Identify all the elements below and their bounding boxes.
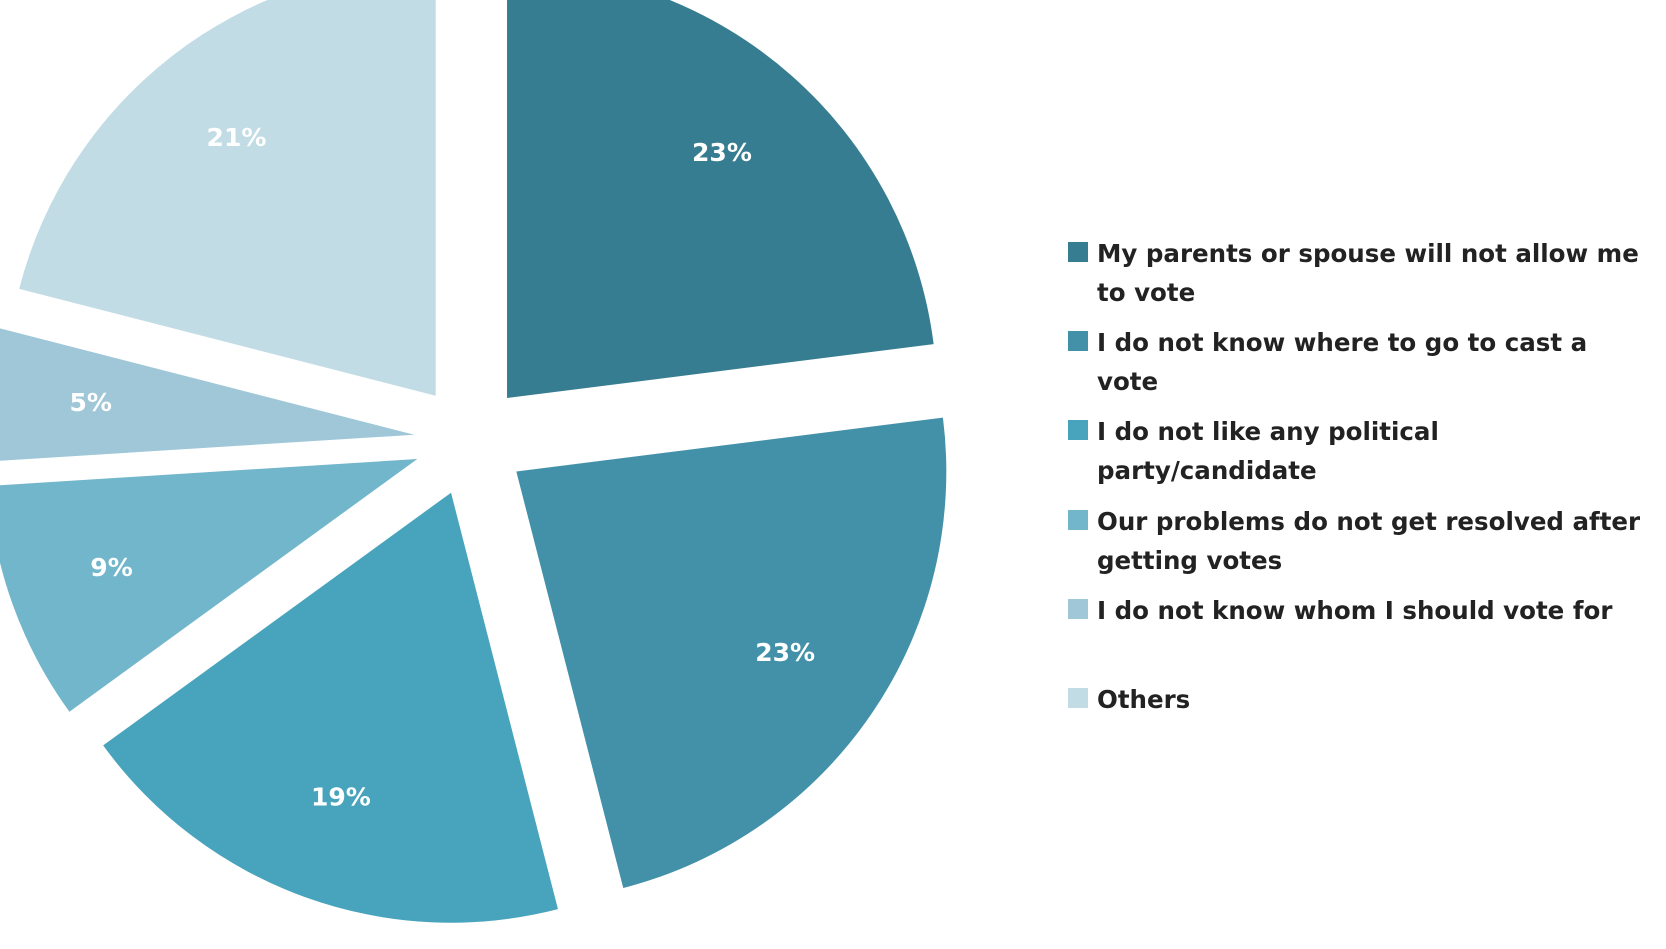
pie-slice [516,417,947,888]
slice-data-label: 19% [311,782,371,811]
legend-label: Others [1097,685,1191,714]
legend-swatch [1068,331,1088,351]
legend-item: Our problems do not get resolved after g… [1068,502,1658,580]
legend-item: I do not know where to go to cast a vote [1068,323,1658,401]
legend-item: My parents or spouse will not allow me t… [1068,234,1658,312]
legend-item: I do not like any political party/candid… [1068,412,1658,490]
slice-data-label: 5% [69,388,111,417]
legend-label: My parents or spouse will not allow me t… [1097,239,1639,307]
legend-item: Others [1068,680,1658,719]
slice-data-label: 23% [692,138,752,167]
legend-swatch [1068,688,1088,708]
legend-swatch [1068,510,1088,530]
pie-slice [507,0,934,398]
legend: My parents or spouse will not allow me t… [1068,0,1666,949]
slice-data-label: 21% [207,123,267,152]
pie-slice [0,328,415,461]
legend-swatch [1068,242,1088,262]
pie-chart: 23% 23% 19% 9% 5% 21% [0,0,947,923]
slice-data-label: 23% [755,638,815,667]
legend-swatch [1068,599,1088,619]
legend-swatch [1068,420,1088,440]
legend-label: I do not know where to go to cast a vote [1097,328,1588,396]
pie-slice [103,492,558,923]
legend-label: I do not know whom I should vote for [1097,596,1613,625]
pie-slice [19,0,436,396]
legend-label: I do not like any political party/candid… [1097,417,1439,485]
legend-label: Our problems do not get resolved after g… [1097,507,1641,575]
slice-data-label: 9% [90,553,132,582]
legend-item: I do not know whom I should vote for [1068,591,1658,630]
pie-slice [0,458,418,712]
